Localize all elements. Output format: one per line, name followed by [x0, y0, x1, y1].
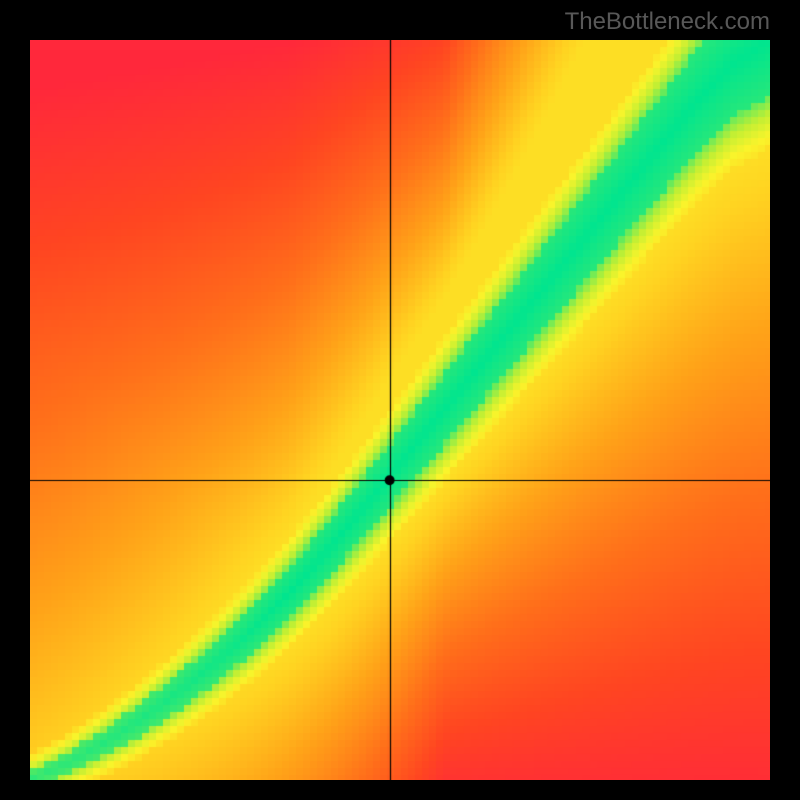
heatmap-canvas [30, 40, 770, 780]
chart-container: { "page": { "width": 800, "height": 800,… [0, 0, 800, 800]
watermark-text: TheBottleneck.com [565, 8, 770, 36]
